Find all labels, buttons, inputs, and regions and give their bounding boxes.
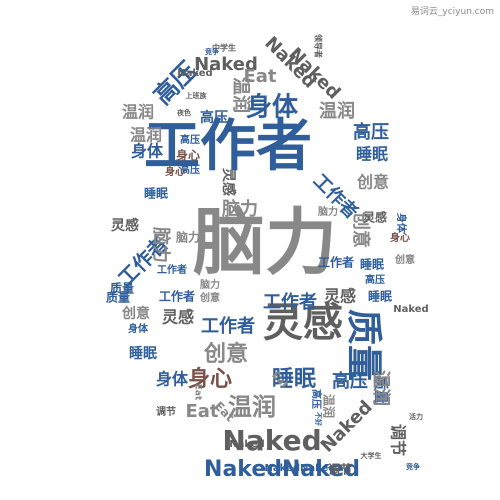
cloud-word: 灵感 [111,217,139,234]
cloud-word: 灵感 [162,308,194,327]
cloud-word: 不好 [314,412,323,426]
cloud-word: 竞争 [405,462,420,471]
cloud-word: 温润 [129,126,162,145]
cloud-word: 高压 [353,121,389,143]
cloud-word: 工作者 [144,114,312,179]
cloud-word: 高压 [310,389,323,409]
cloud-word: 身心 [390,231,410,244]
cloud-word: 身体 [395,213,408,234]
cloud-word: 高压 [332,370,368,392]
cloud-word: 灵感 [220,168,237,196]
cloud-word: 领导者 [314,34,324,58]
cloud-word: 脑力 [175,230,200,245]
cloud-word: 高压 [180,133,200,146]
cloud-word: Naked [194,54,258,75]
cloud-word: 夜色 [176,108,191,117]
cloud-word: 质量 [106,290,130,305]
cloud-word: 睡眠 [144,186,168,201]
cloud-word: 脑力 [200,278,220,291]
cloud-word: Eat [193,384,203,401]
cloud-word: Naked [393,304,428,315]
cloud-word: 睡眠 [356,145,388,164]
cloud-word: 大学生 [361,451,382,460]
cloud-word: 温润 [322,394,337,418]
cloud-word: 创意 [394,253,415,266]
cloud-word: 工作者 [157,263,187,276]
cloud-word: 工作者 [159,289,195,304]
cloud-word: 上班族 [186,91,208,100]
cloud-word: 创意 [356,173,389,192]
cloud-word: 灵感 [263,300,343,346]
cloud-word: 温润 [228,393,276,421]
cloud-word: NakedNaked [204,457,360,482]
cloud-word: 工作者 [318,255,354,270]
cloud-word: 温润 [121,103,154,122]
cloud-word: 中学生 [212,43,236,53]
cloud-word: 调节 [156,405,176,418]
cloud-word: NakedNaked [265,463,336,474]
cloud-word: 身心 [176,148,200,163]
cloud-word: 脑力 [150,227,172,263]
cloud-word: 高压 [200,109,228,126]
cloud-word: 高压 [365,273,385,286]
cloud-word: 睡眠 [360,257,384,272]
cloud-word: 脑力 [222,198,258,220]
cloud-word: 高压 [180,163,200,176]
cloud-word: 创意 [121,305,150,322]
cloud-word: 工作者 [263,291,317,313]
cloud-word: 身心 [165,165,185,178]
cloud-word: Naked [229,439,264,450]
cloud-word: 睡眠 [272,367,316,392]
cloud-word: 灵感 [363,210,387,225]
cloud-word: 睡眠 [129,346,157,362]
cloud-word: Naked [222,424,321,457]
cloud-word: 工作者 [201,315,255,337]
cloud-word: 质量 [372,376,389,404]
watermark-text: 易词云_yciyun.com [410,7,494,17]
cloud-word: 温润 [370,370,392,406]
cloud-word: 身体 [246,92,299,123]
cloud-word: 灵感 [324,287,356,306]
cloud-word: 创意 [350,211,372,248]
cloud-word: 身体 [156,370,189,389]
cloud-word: Naked [177,68,212,79]
cloud-word: 身心 [188,366,232,392]
cloud-word: Eat [185,401,218,422]
cloud-word: 活力 [409,412,423,421]
cloud-word: 质量 [110,281,134,296]
cloud-word: 调节 [389,424,408,456]
cloud-word: 身体 [131,142,164,161]
cloud-word: 创意 [203,341,248,367]
cloud-word: 调节 [328,462,352,477]
cloud-word: 身体 [128,322,149,335]
cloud-word: 创意 [199,291,220,304]
cloud-word: 质量 [343,309,384,381]
cloud-word: Eat [243,66,276,87]
cloud-word: 脑力 [318,205,338,218]
cloud-word: 睡眠 [368,289,392,304]
cloud-word: 温润 [319,100,355,122]
cloud-word: 温润 [230,77,252,113]
cloud-word: 竞争 [204,47,219,56]
cloud-word: 脑力 [193,201,337,285]
